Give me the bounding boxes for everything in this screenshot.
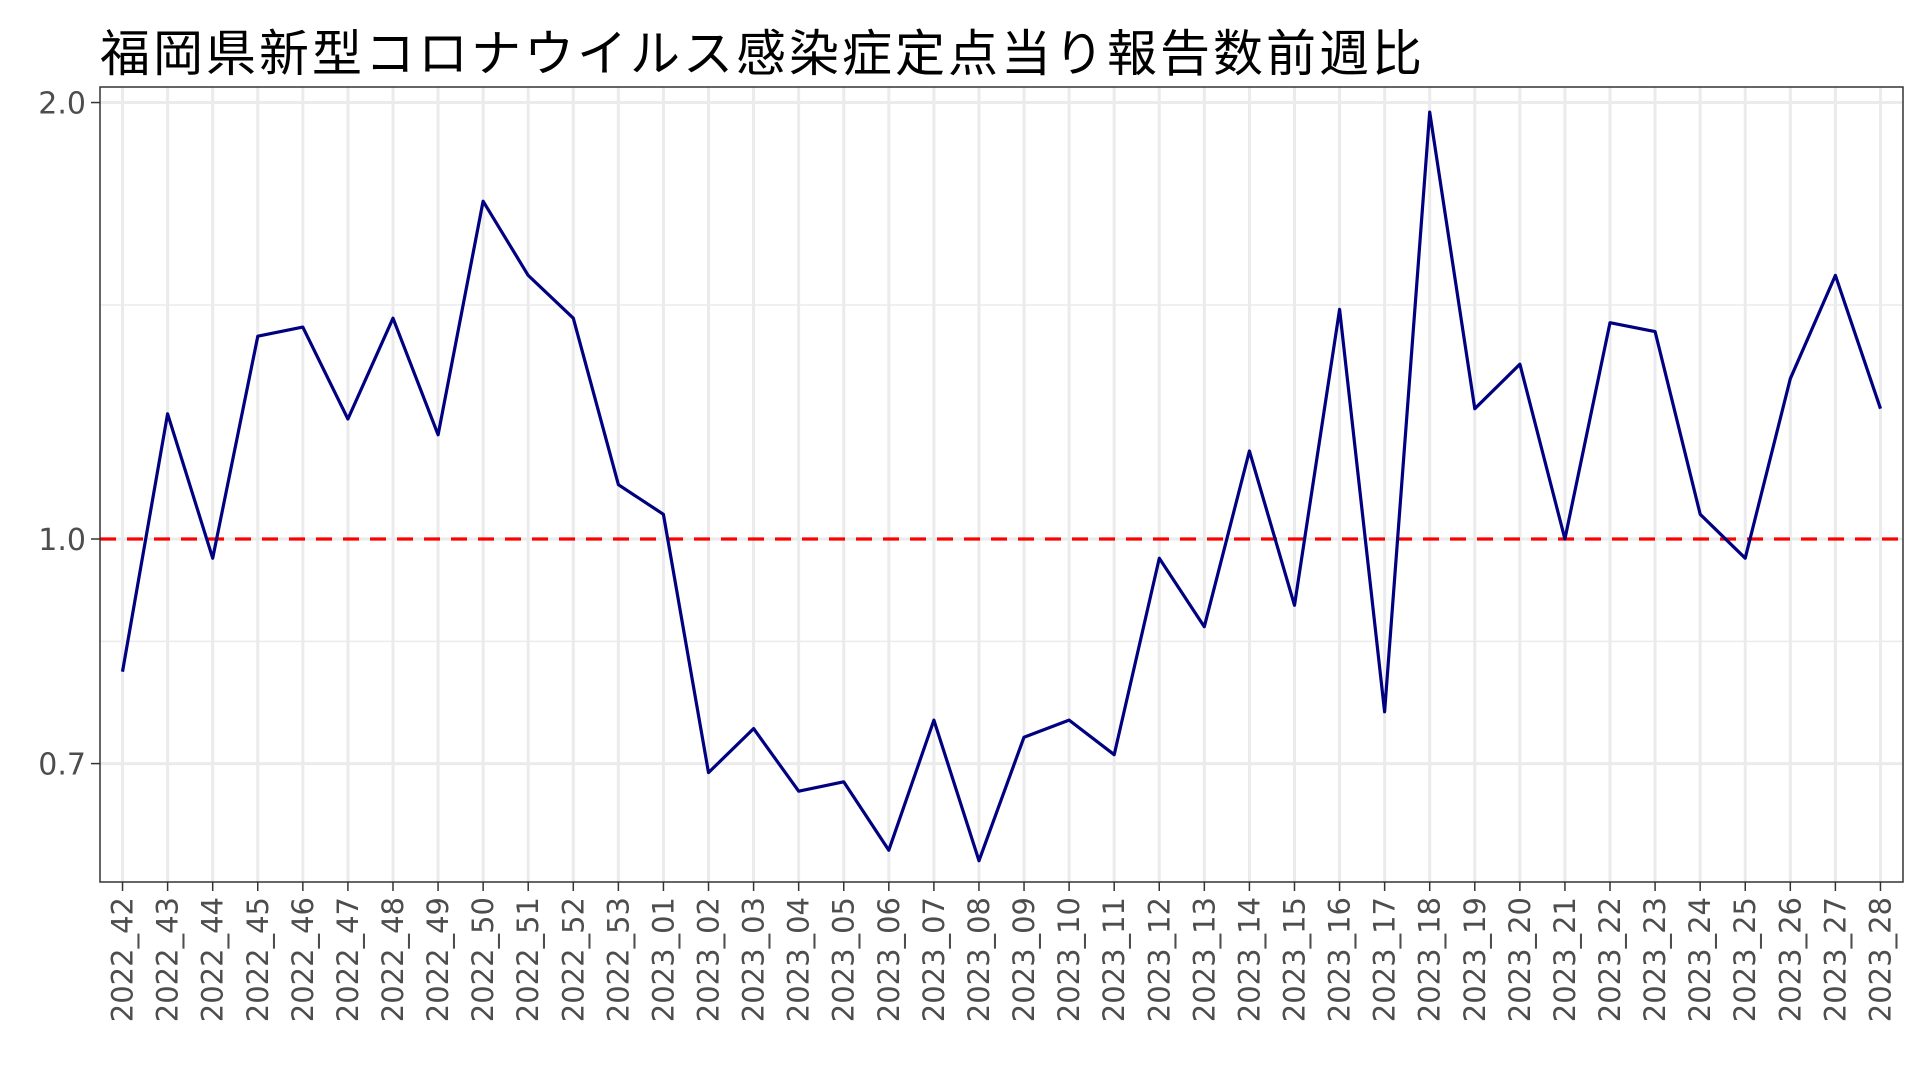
x-tick-label: 2023_08 (962, 897, 996, 1022)
x-tick-label: 2023_20 (1503, 897, 1537, 1022)
x-tick-label: 2023_02 (692, 897, 726, 1022)
x-tick-label: 2023_01 (646, 897, 680, 1022)
x-tick-label: 2023_16 (1323, 897, 1357, 1022)
y-tick-label: 1.0 (38, 523, 86, 558)
plot-panel-border (99, 86, 1904, 883)
x-tick-label: 2022_49 (421, 897, 455, 1022)
x-tick-label: 2023_13 (1187, 897, 1221, 1022)
x-tick-label: 2023_25 (1728, 897, 1762, 1022)
series-group (120, 110, 1883, 863)
x-tick-label: 2022_51 (511, 897, 545, 1022)
x-tick-label: 2022_48 (376, 897, 410, 1022)
x-tick-label: 2022_44 (196, 897, 230, 1022)
grid-lines (100, 87, 1903, 882)
x-tick-label: 2022_45 (241, 897, 275, 1022)
x-tick-label: 2022_42 (106, 897, 140, 1022)
x-tick-label: 2023_14 (1232, 897, 1266, 1022)
x-tick-label: 2022_47 (331, 897, 365, 1022)
y-tick-label: 2.0 (38, 87, 86, 122)
y-tick-label: 0.7 (38, 748, 86, 783)
x-tick-label: 2023_05 (827, 897, 861, 1022)
x-tick-label: 2023_17 (1368, 897, 1402, 1022)
x-tick-label: 2022_46 (286, 897, 320, 1022)
x-tick-label: 2023_23 (1638, 897, 1672, 1022)
x-tick-label: 2023_26 (1773, 897, 1807, 1022)
x-tick-label: 2023_09 (1007, 897, 1041, 1022)
x-tick-label: 2023_15 (1277, 897, 1311, 1022)
x-tick-label: 2022_50 (466, 897, 500, 1022)
x-tick-label: 2023_21 (1548, 897, 1582, 1022)
x-tick-label: 2023_24 (1683, 897, 1717, 1022)
x-tick-label: 2023_04 (782, 897, 816, 1022)
x-tick-label: 2023_27 (1818, 897, 1852, 1022)
chart-title: 福岡県新型コロナウイルス感染症定点当り報告数前週比 (100, 25, 1425, 83)
x-tick-label: 2023_11 (1097, 897, 1131, 1022)
x-tick-label: 2023_19 (1458, 897, 1492, 1022)
x-tick-label: 2023_28 (1863, 897, 1897, 1022)
x-tick-label: 2023_22 (1593, 897, 1627, 1022)
x-axis: 2022_42 2022_43 2022_44 2022_45 2022_46 2022_… (106, 882, 1897, 1022)
x-tick-label: 2022_52 (556, 897, 590, 1022)
x-tick-label: 2022_43 (151, 897, 185, 1022)
x-tick-label: 2022_53 (601, 897, 635, 1022)
series-line (120, 110, 1883, 863)
x-tick-label: 2023_12 (1142, 897, 1176, 1022)
y-axis: 0.7 1.0 2.0 (38, 87, 100, 783)
x-tick-label: 2023_06 (872, 897, 906, 1022)
x-tick-label: 2023_18 (1413, 897, 1447, 1022)
x-tick-label: 2023_10 (1052, 897, 1086, 1022)
x-tick-label: 2023_03 (737, 897, 771, 1022)
x-tick-label: 2023_07 (917, 897, 951, 1022)
